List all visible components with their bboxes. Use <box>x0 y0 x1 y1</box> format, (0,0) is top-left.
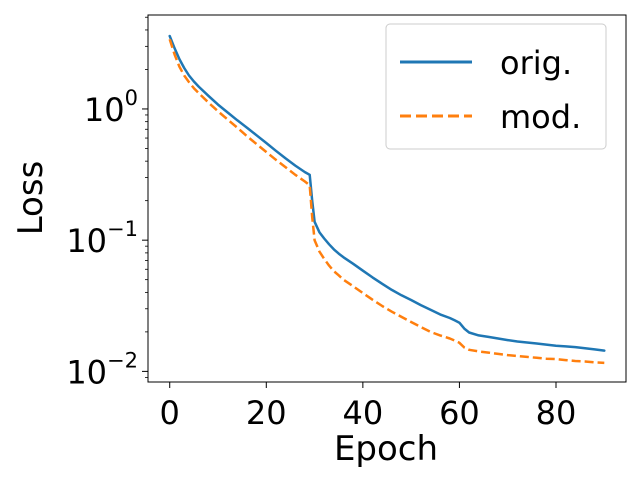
plot-frame <box>147 14 627 383</box>
legend-entry-mod: mod. <box>500 98 581 136</box>
legend-frame <box>385 23 607 150</box>
y-tick-exponent: 0 <box>125 86 138 110</box>
y-axis-label: Loss <box>11 161 51 236</box>
x-tick-label: 20 <box>246 394 287 432</box>
y-tick-base: 10 <box>66 353 107 391</box>
x-tick-label: 60 <box>439 394 480 432</box>
x-tick-label: 40 <box>342 394 383 432</box>
y-tick-label: 10−1 <box>66 217 138 260</box>
x-tick-label: 80 <box>536 394 577 432</box>
plot-area <box>168 34 606 365</box>
x-axis-label: Epoch <box>334 429 438 469</box>
series-line-mod <box>168 38 605 365</box>
y-tick-label: 100 <box>84 86 138 129</box>
y-tick-exponent: −1 <box>107 217 138 241</box>
legend: orig. mod. <box>385 23 607 150</box>
y-tick-exponent: −2 <box>107 348 138 372</box>
series-line-orig <box>168 34 606 352</box>
y-tick-label: 10−2 <box>66 348 138 391</box>
x-tick-label: 0 <box>160 394 180 432</box>
legend-entry-orig: orig. <box>500 44 572 82</box>
y-tick-base: 10 <box>84 91 125 129</box>
y-tick-base: 10 <box>66 222 107 260</box>
